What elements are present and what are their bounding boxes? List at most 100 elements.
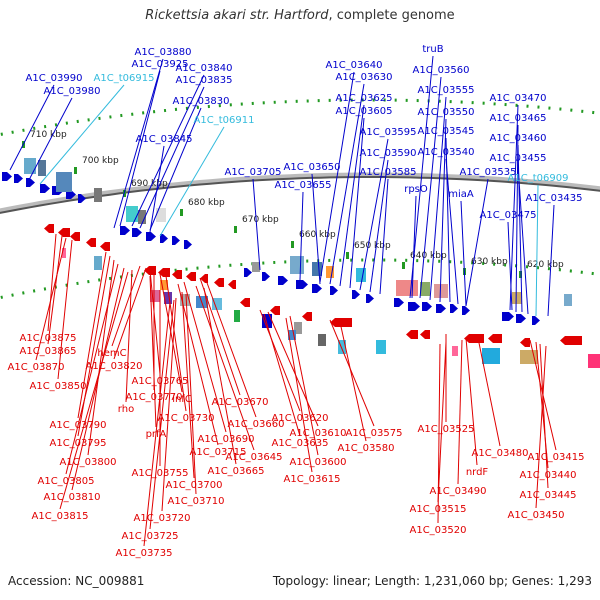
forward-gene-label-connector <box>515 124 519 313</box>
forward-gene-label: A1C_03470 <box>490 93 547 104</box>
feature-block <box>482 348 500 364</box>
reverse-gene-arrow <box>100 242 110 251</box>
forward-gene-label-connector <box>547 204 555 317</box>
forward-gene-label-connector <box>419 76 442 299</box>
reverse-gene-label: A1C_03815 <box>32 511 89 522</box>
reverse-gene-label: A1C_03520 <box>410 525 467 536</box>
feature-block <box>290 256 304 274</box>
reverse-gene-label-connector <box>57 239 73 380</box>
forward-gene-label: A1C_03840 <box>176 63 233 74</box>
forward-gene-label: A1C_03545 <box>418 126 475 137</box>
forward-gene-label: A1C_03625 <box>336 93 393 104</box>
reverse-gene-label-connector <box>465 337 478 466</box>
reverse-gene-label-connector <box>59 271 129 510</box>
reverse-gene-arrow <box>186 272 196 281</box>
feature-block <box>294 322 302 334</box>
feature-block <box>434 284 448 298</box>
reverse-gene-label: A1C_03800 <box>60 457 117 468</box>
feature-block <box>252 262 260 272</box>
reverse-gene-label-connector <box>457 339 463 485</box>
reverse-gene-arrow <box>172 270 182 279</box>
reverse-gene-label-connector <box>149 275 157 428</box>
reverse-gene-label-connector <box>47 235 63 345</box>
forward-gene-label-connector <box>311 173 321 285</box>
feature-block <box>338 340 346 354</box>
feature-block <box>452 346 458 356</box>
forward-gene-label: A1C_03465 <box>490 113 547 124</box>
organism-name: Rickettsia akari str. Hartford <box>145 8 329 23</box>
forward-gene-label-connector <box>119 70 161 227</box>
feature-block <box>588 354 600 368</box>
feature-block <box>376 340 386 354</box>
forward-gene-label: A1C_t06915 <box>94 73 155 84</box>
forward-gene-label: A1C_t06911 <box>194 115 255 126</box>
reverse-gene-label: A1C_03710 <box>168 496 225 507</box>
reverse-gene-label-connector <box>199 277 241 396</box>
forward-gene-arrow <box>278 276 288 285</box>
forward-gene-label-connector <box>149 107 202 231</box>
reverse-gene-label-connector <box>437 343 441 524</box>
forward-gene-arrow <box>160 234 168 243</box>
reverse-gene-label-connector <box>329 319 375 427</box>
scale-tick-mark <box>346 252 349 259</box>
scale-tick-mark <box>519 271 522 278</box>
forward-gene-arrow <box>502 312 514 321</box>
reverse-gene-label-connector <box>165 275 187 412</box>
forward-gene-label-connector <box>509 104 519 311</box>
reverse-gene-label: A1C_03610 <box>290 428 347 439</box>
reverse-gene-label: A1C_03575 <box>346 428 403 439</box>
forward-gene-label-connector <box>339 104 365 287</box>
reverse-gene-label: A1C_03645 <box>226 452 283 463</box>
forward-gene-label: A1C_03435 <box>526 193 583 204</box>
scale-tick-label: 680 kbp <box>188 198 225 208</box>
forward-gene-arrow <box>296 280 308 289</box>
reverse-gene-arrow <box>86 238 96 247</box>
forward-gene-label-connector <box>445 158 459 305</box>
forward-gene-label-connector <box>359 138 389 291</box>
forward-gene-label: A1C_03590 <box>360 148 417 159</box>
reverse-gene-arrow <box>270 306 280 315</box>
genome-backbone <box>0 176 600 214</box>
reverse-gene-label-connector <box>125 269 133 403</box>
forward-gene-label: A1C_03455 <box>490 153 547 164</box>
reverse-gene-label: A1C_03870 <box>8 362 65 373</box>
reverse-gene-label: A1C_03690 <box>198 434 255 445</box>
reverse-gene-arrow <box>520 338 530 347</box>
forward-gene-arrow <box>516 314 526 323</box>
forward-gene-label: A1C_03705 <box>225 167 282 178</box>
forward-gene-arrow <box>312 284 322 293</box>
forward-gene-arrow <box>532 316 540 325</box>
reverse-gene-label: A1C_03415 <box>528 452 585 463</box>
reverse-gene-label-connector <box>477 337 501 447</box>
forward-gene-label: rpsO <box>404 184 428 195</box>
reverse-gene-label: A1C_03635 <box>272 438 329 449</box>
reverse-gene-label: A1C_03700 <box>166 480 223 491</box>
forward-gene-label-connector <box>349 117 365 289</box>
feature-block <box>24 158 36 174</box>
reverse-gene-label: A1C_03445 <box>520 490 577 501</box>
reverse-gene-label-connector <box>339 321 367 442</box>
reverse-gene-label: A1C_03600 <box>290 457 347 468</box>
forward-gene-label: A1C_03880 <box>135 47 192 58</box>
scale-tick-mark <box>74 167 77 174</box>
reverse-gene-arrow <box>44 224 54 233</box>
forward-gene-label-connector <box>439 118 447 303</box>
page-title: Rickettsia akari str. Hartford, complete… <box>0 8 600 23</box>
feature-block <box>288 330 296 340</box>
forward-gene-label-connector <box>465 178 489 307</box>
reverse-gene-label: A1C_03735 <box>116 548 173 559</box>
reverse-gene-arrow <box>464 334 484 343</box>
forward-gene-arrow <box>366 294 374 303</box>
reverse-gene-label: A1C_03875 <box>20 333 77 344</box>
forward-gene-arrow <box>132 228 142 237</box>
forward-gene-label: truB <box>422 44 443 55</box>
reverse-gene-label: A1C_03725 <box>122 531 179 542</box>
forward-gene-arrow <box>184 240 192 249</box>
forward-gene-arrow <box>40 184 50 193</box>
feature-block <box>512 292 522 304</box>
feature-block <box>318 334 326 346</box>
reverse-gene-label: A1C_03755 <box>132 468 189 479</box>
forward-gene-arrow <box>120 226 130 235</box>
feature-block <box>564 294 572 306</box>
reverse-gene-arrow <box>228 280 236 289</box>
